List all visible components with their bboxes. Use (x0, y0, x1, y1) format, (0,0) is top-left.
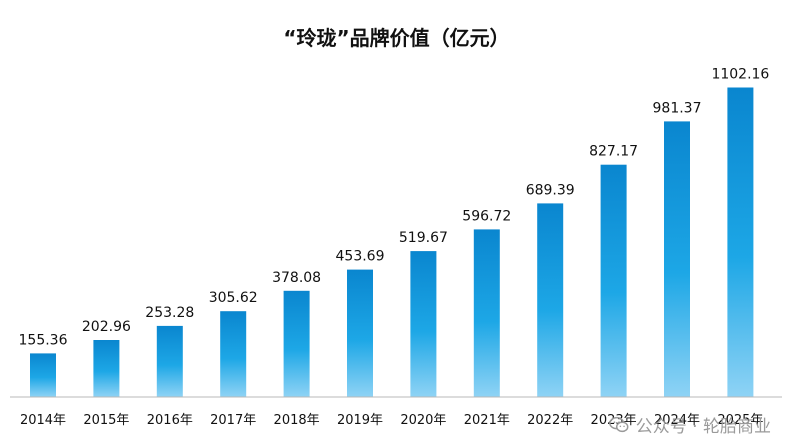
bar-2019年 (347, 269, 373, 397)
x-tick-label: 2015年 (83, 413, 129, 428)
chart-title: “玲珑”品牌价值（亿元） (283, 26, 510, 50)
x-tick-label: 2016年 (147, 413, 193, 428)
value-label: 305.62 (209, 290, 258, 306)
value-label: 253.28 (145, 305, 194, 321)
bar-2016年 (156, 325, 183, 397)
watermark: 公众号 · 轮胎商业 (608, 412, 771, 437)
value-label: 1102.16 (711, 67, 769, 83)
bar-2021年 (473, 229, 500, 397)
x-tick-label: 2014年 (20, 413, 66, 428)
x-tick-label: 2017年 (210, 413, 256, 428)
bar-2015年 (93, 340, 120, 397)
value-label: 596.72 (462, 208, 511, 224)
x-tick-label: 2018年 (274, 413, 320, 428)
value-label: 827.17 (589, 144, 638, 160)
wechat-icon (608, 416, 629, 432)
bar-2018年 (283, 290, 310, 397)
x-tick-label: 2025年 (717, 413, 763, 428)
value-label: 202.96 (82, 319, 131, 335)
x-tick-label: 2019年 (337, 413, 383, 428)
value-label: 453.69 (336, 249, 385, 265)
bar-2024年 (664, 121, 690, 398)
bar-2017年 (220, 311, 247, 397)
x-tick-label: 2021年 (464, 413, 510, 428)
bar-2014年 (30, 353, 56, 397)
value-label: 689.39 (526, 182, 575, 198)
value-label: 378.08 (272, 270, 321, 286)
x-tick-label: 2024年 (654, 413, 700, 428)
x-tick-label: 2020年 (400, 413, 446, 428)
bar-2022年 (537, 203, 564, 397)
value-label: 155.36 (19, 332, 68, 348)
value-label: 519.67 (399, 230, 448, 246)
x-tick-label: 2022年 (527, 413, 573, 428)
bar-2023年 (600, 164, 627, 397)
bar-2020年 (410, 251, 437, 397)
value-label: 981.37 (653, 100, 702, 116)
bar-2025年 (727, 87, 754, 397)
watermark-text: 公众号 · 轮胎商业 (635, 417, 771, 437)
